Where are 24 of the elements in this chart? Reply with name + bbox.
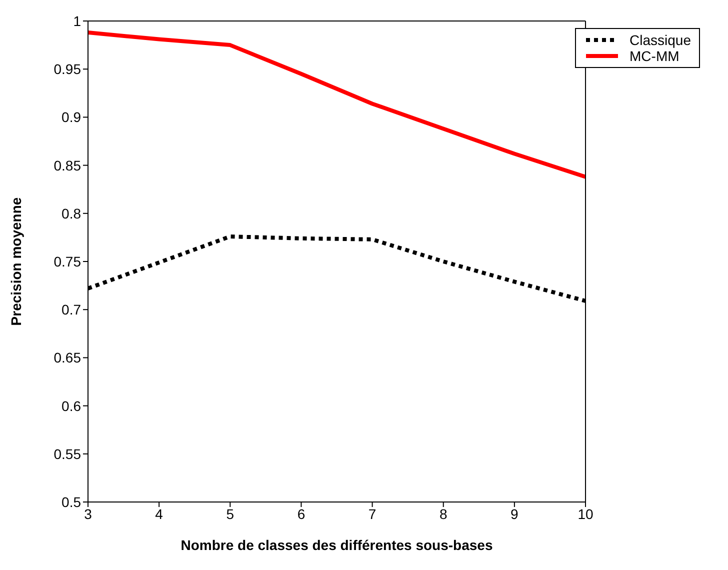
y-tick-label: 0.7 [62,302,82,318]
y-tick-label: 0.75 [54,253,82,270]
y-tick-label: 0.8 [62,205,82,222]
y-tick-label: 0.65 [54,350,82,366]
y-tick-label: 0.6 [62,398,82,414]
legend-label: Classique [630,32,691,48]
x-tick-label: 5 [226,506,234,522]
x-axis-title: Nombre de classes des différentes sous-bases [180,537,493,553]
x-tick-label: 4 [155,506,164,522]
x-tick-label: 8 [439,506,448,522]
x-tick-label: 10 [578,506,594,522]
legend-label: MC-MM [630,48,680,64]
y-tick-label: 0.9 [62,109,82,126]
x-tick-label: 3 [84,506,92,522]
y-tick-label: 0.55 [54,446,82,462]
x-tick-label: 6 [297,506,306,522]
x-tick-label: 9 [510,506,519,522]
x-tick-label: 7 [368,506,376,522]
y-tick-label: 1 [73,12,82,29]
line-series [88,30,586,179]
y-axis-title: Precision moyenne [8,197,24,326]
y-tick-label: 0.95 [54,61,82,78]
y-tick-label: 0.85 [54,157,82,174]
y-tick-label: 0.5 [62,494,82,510]
